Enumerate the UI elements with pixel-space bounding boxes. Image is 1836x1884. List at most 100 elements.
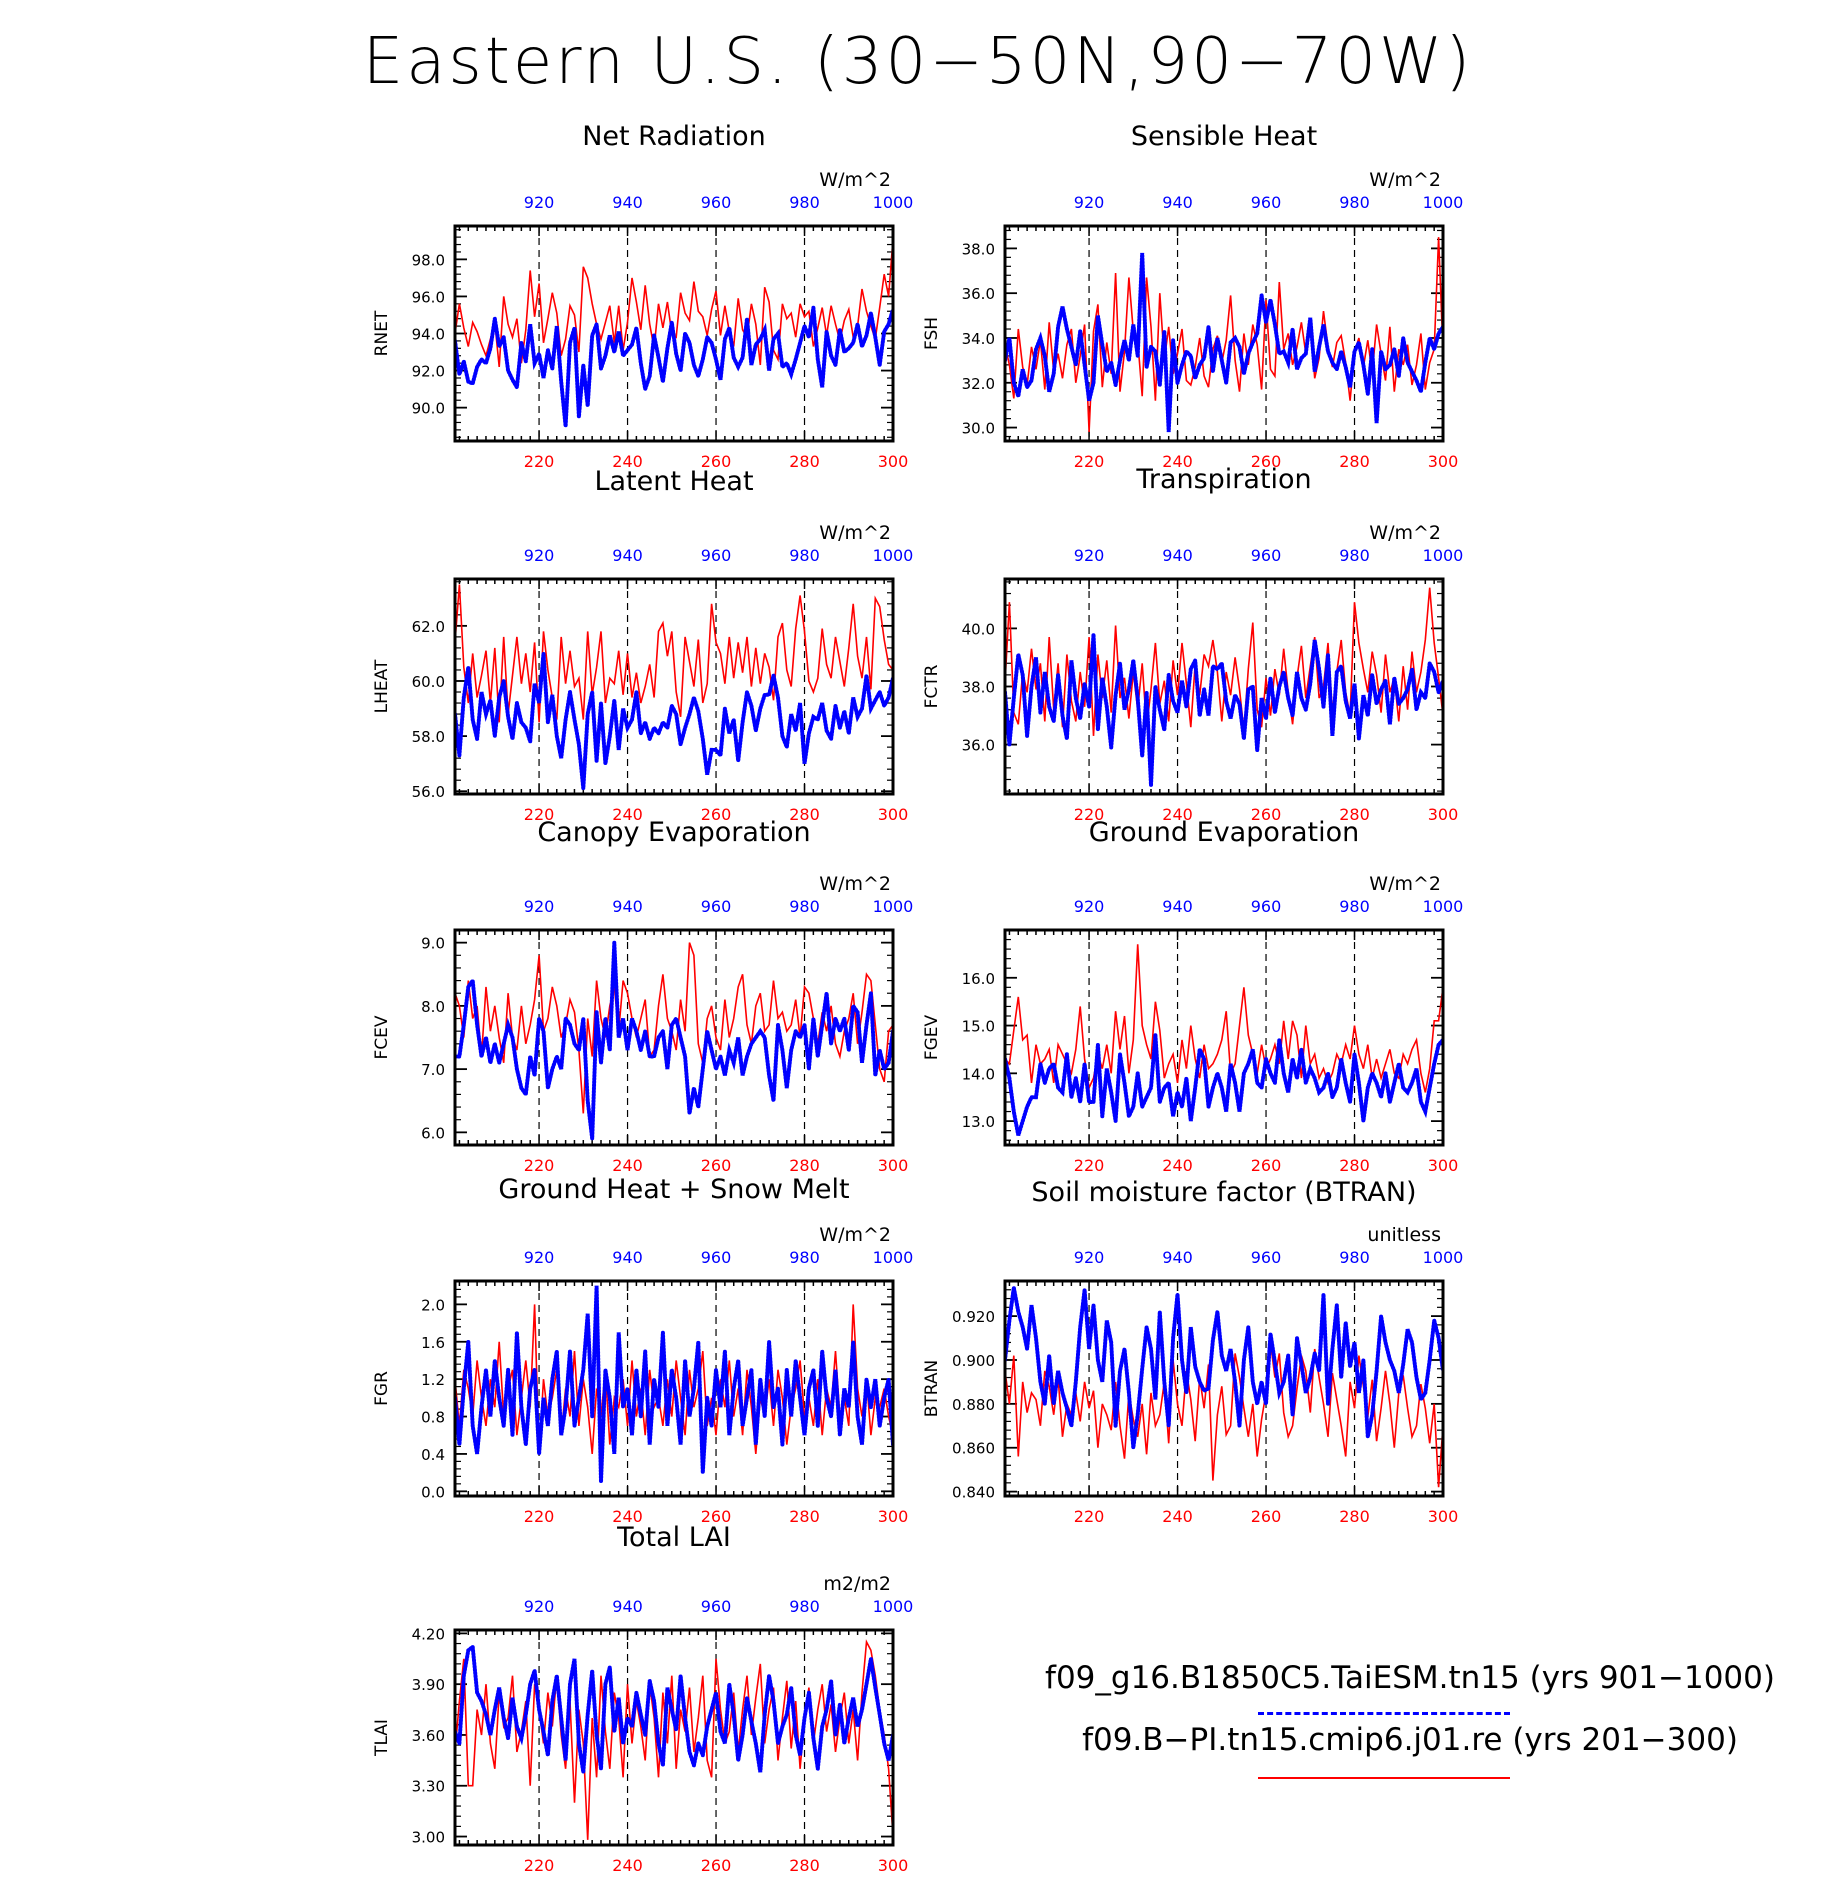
x-tick-label-bottom: 280	[1339, 1507, 1370, 1526]
x-tick-label-bottom: 220	[524, 805, 555, 824]
y-axis-label: FGR	[372, 1371, 392, 1406]
x-tick-label-bottom: 280	[789, 1156, 820, 1175]
x-tick-label-bottom: 300	[878, 1507, 909, 1526]
y-tick-label: 90.0	[412, 400, 445, 418]
series-line-case1	[455, 1643, 893, 1774]
y-tick-label: 0.860	[952, 1440, 995, 1458]
y-tick-label: 0.880	[952, 1396, 995, 1414]
y-axis-label: FCEV	[372, 1015, 392, 1059]
x-tick-label-top: 940	[612, 897, 643, 916]
plot-frame	[453, 1628, 895, 1847]
y-tick-label: 9.0	[421, 935, 445, 953]
x-tick-label-top: 940	[1162, 193, 1193, 212]
y-tick-label: 3.00	[412, 1829, 445, 1847]
panel-title: Sensible Heat	[1131, 121, 1317, 152]
y-tick-label: 34.0	[962, 330, 995, 348]
x-tick-label-top: 1000	[1423, 1248, 1464, 1267]
units-label: W/m^2	[1369, 522, 1441, 544]
y-axis-label: LHEAT	[372, 659, 392, 713]
x-tick-label-bottom: 220	[1074, 452, 1105, 471]
x-tick-label-bottom: 260	[701, 1856, 732, 1875]
x-tick-label-bottom: 260	[701, 1156, 732, 1175]
x-tick-label-top: 1000	[873, 897, 914, 916]
x-tick-label-bottom: 260	[1251, 805, 1282, 824]
series-line-case1	[1005, 1287, 1443, 1448]
y-tick-label: 0.4	[421, 1446, 445, 1464]
x-tick-label-top: 920	[1074, 897, 1105, 916]
y-tick-label: 94.0	[412, 326, 445, 344]
y-axis-label: FGEV	[922, 1014, 942, 1060]
y-tick-label: 60.0	[412, 673, 445, 691]
y-tick-label: 0.0	[421, 1483, 445, 1501]
series-line-case2	[1005, 944, 1443, 1093]
plot-frame	[1003, 224, 1445, 443]
x-tick-label-bottom: 240	[612, 1156, 643, 1175]
x-tick-label-top: 940	[612, 546, 643, 565]
y-tick-label: 0.8	[421, 1409, 445, 1427]
units-label: W/m^2	[819, 522, 891, 544]
units-label: W/m^2	[1369, 169, 1441, 191]
units-label: W/m^2	[819, 873, 891, 895]
series-group	[1005, 237, 1443, 433]
y-tick-label: 16.0	[962, 970, 995, 988]
y-tick-label: 0.840	[952, 1484, 995, 1502]
page-title: Eastern U.S. (30−50N,90−70W)	[362, 25, 1474, 99]
x-tick-label-top: 960	[1251, 897, 1282, 916]
legend-case2-label: f09.B−PI.tn15.cmip6.j01.re (yrs 201−300)	[1082, 1722, 1738, 1758]
units-label: m2/m2	[823, 1573, 891, 1595]
x-tick-label-top: 940	[612, 1597, 643, 1616]
x-tick-label-bottom: 240	[612, 452, 643, 471]
panel-lheat: Latent Heat W/m^2 LHEAT 56.0 58.0 60.0 62.0 220…	[372, 466, 913, 824]
series-group	[1005, 944, 1443, 1136]
x-tick-label-top: 960	[701, 193, 732, 212]
x-tick-label-top: 1000	[873, 546, 914, 565]
x-tick-label-bottom: 300	[1428, 805, 1459, 824]
x-tick-label-bottom: 280	[789, 805, 820, 824]
x-tick-label-bottom: 220	[524, 452, 555, 471]
panel-fgr: Ground Heat + Snow Melt W/m^2 FGR 0.0 0.4 0.8…	[372, 1174, 913, 1526]
y-tick-label: 58.0	[412, 728, 445, 746]
y-tick-label: 13.0	[962, 1113, 995, 1131]
x-tick-label-top: 1000	[1423, 897, 1464, 916]
x-tick-label-top: 920	[524, 1248, 555, 1267]
x-tick-label-bottom: 220	[1074, 1507, 1105, 1526]
panel-title: Soil moisture factor (BTRAN)	[1031, 1177, 1416, 1208]
plot-frame	[1003, 928, 1445, 1147]
x-tick-label-bottom: 240	[1162, 805, 1193, 824]
x-tick-label-bottom: 240	[612, 1507, 643, 1526]
series-group	[1005, 1287, 1443, 1488]
x-tick-label-top: 980	[789, 193, 820, 212]
y-tick-label: 1.2	[421, 1371, 445, 1389]
legend-case1-label: f09_g16.B1850C5.TaiESM.tn15 (yrs 901−100…	[1045, 1660, 1775, 1696]
y-tick-label: 96.0	[412, 288, 445, 306]
x-tick-label-top: 920	[524, 897, 555, 916]
x-tick-label-bottom: 300	[1428, 1507, 1459, 1526]
series-line-case1	[455, 942, 893, 1139]
x-tick-label-bottom: 240	[1162, 452, 1193, 471]
y-tick-label: 1.6	[421, 1334, 445, 1352]
series-line-case1	[1005, 1034, 1443, 1136]
panel-title: Latent Heat	[594, 466, 753, 497]
x-tick-label-top: 920	[1074, 546, 1105, 565]
panel-fsh: Sensible Heat W/m^2 FSH 30.0 32.0 34.0 36.0 38.…	[922, 121, 1463, 471]
x-tick-label-bottom: 280	[1339, 1156, 1370, 1175]
x-tick-label-top: 1000	[873, 1248, 914, 1267]
y-tick-label: 92.0	[412, 363, 445, 381]
y-axis-label: RNET	[372, 310, 392, 356]
x-tick-label-top: 980	[789, 1248, 820, 1267]
x-tick-label-top: 980	[1339, 193, 1370, 212]
panel-btran: Soil moisture factor (BTRAN) unitless BTRA…	[922, 1177, 1463, 1526]
y-tick-label: 2.0	[421, 1296, 445, 1314]
legend-case2-line	[1258, 1777, 1510, 1779]
x-tick-label-bottom: 260	[1251, 1156, 1282, 1175]
x-tick-label-bottom: 300	[878, 452, 909, 471]
x-tick-label-bottom: 220	[524, 1156, 555, 1175]
y-tick-label: 4.20	[412, 1625, 445, 1643]
x-tick-label-top: 960	[701, 546, 732, 565]
y-tick-label: 32.0	[962, 375, 995, 393]
y-tick-label: 14.0	[962, 1065, 995, 1083]
x-tick-label-bottom: 280	[1339, 452, 1370, 471]
series-group	[1005, 587, 1443, 786]
units-label: W/m^2	[1369, 873, 1441, 895]
panel-title: Ground Heat + Snow Melt	[498, 1174, 849, 1205]
